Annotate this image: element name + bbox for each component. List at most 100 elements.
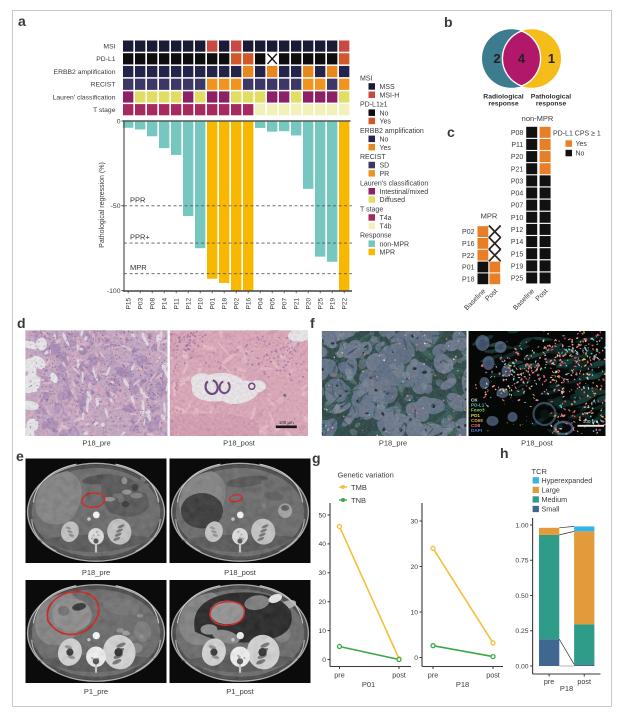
svg-text:0: 0 [414,655,418,662]
svg-text:PD-L1: PD-L1 [96,56,115,63]
svg-text:P16: P16 [462,241,475,248]
svg-text:b: b [444,14,453,30]
svg-text:P18_post: P18_post [521,439,554,448]
svg-text:0.75: 0.75 [515,558,528,565]
svg-text:MPR: MPR [380,250,396,257]
svg-text:P19: P19 [330,297,337,309]
svg-text:100 μm: 100 μm [279,420,294,425]
svg-text:non-MPR: non-MPR [380,241,410,248]
svg-text:Intestinal/mixed: Intestinal/mixed [380,189,429,196]
svg-text:post: post [486,671,500,680]
svg-text:MSI-H: MSI-H [380,92,400,99]
svg-text:Large: Large [542,485,560,494]
svg-text:T4a: T4a [380,215,392,222]
svg-text:P19: P19 [511,263,524,270]
svg-text:P18: P18 [222,297,229,309]
svg-text:-100: -100 [107,288,121,295]
svg-text:P18: P18 [456,680,469,689]
svg-text:P08: P08 [511,130,524,137]
svg-text:g: g [312,450,321,466]
svg-text:P02: P02 [234,297,241,309]
svg-text:Genetic variation: Genetic variation [338,471,394,480]
svg-text:0.25: 0.25 [515,628,528,635]
svg-text:Yes: Yes [576,141,588,148]
svg-text:SD: SD [380,163,390,170]
svg-text:P08: P08 [150,297,157,309]
svg-text:Hyperexpanded: Hyperexpanded [542,476,593,485]
svg-text:f: f [310,315,315,331]
svg-text:P18: P18 [560,684,573,693]
svg-text:P14: P14 [162,297,169,309]
svg-text:Lauren's classification: Lauren's classification [360,180,428,187]
svg-text:h: h [500,445,509,461]
svg-text:P03: P03 [511,179,524,186]
svg-text:T4b: T4b [380,223,392,230]
svg-text:P10: P10 [511,215,524,222]
svg-text:P01: P01 [362,680,375,689]
svg-text:pre: pre [428,671,438,680]
svg-text:No: No [576,151,585,158]
svg-text:P10: P10 [198,297,205,309]
svg-text:RECIST: RECIST [360,154,386,161]
svg-text:P14: P14 [511,239,524,246]
svg-text:PPR: PPR [130,195,146,204]
svg-text:Yes: Yes [380,119,392,126]
svg-text:P1_post: P1_post [226,687,254,696]
svg-text:P20: P20 [511,154,524,161]
svg-text:0.00: 0.00 [515,663,528,670]
svg-text:Pathological regression (%): Pathological regression (%) [99,162,106,248]
svg-text:pre: pre [544,677,554,686]
svg-text:20: 20 [410,564,418,571]
svg-text:P15: P15 [511,251,524,258]
svg-text:P18_pre: P18_pre [82,568,110,577]
svg-text:P02: P02 [462,229,475,236]
svg-text:CK: CK [471,398,478,403]
svg-text:10: 10 [410,609,418,616]
svg-text:MSS: MSS [380,84,396,91]
svg-text:50: 50 [318,512,326,519]
svg-text:1.00: 1.00 [515,522,528,529]
svg-text:P05: P05 [270,297,277,309]
svg-text:post: post [577,677,591,686]
svg-text:Baseline: Baseline [512,288,536,312]
svg-text:RECIST: RECIST [91,82,116,89]
svg-text:P18: P18 [462,276,475,283]
svg-text:30: 30 [318,570,326,577]
svg-text:Pathological: Pathological [531,94,572,101]
svg-text:P04: P04 [258,297,265,309]
svg-text:P25: P25 [511,276,524,283]
svg-text:P04: P04 [511,191,524,198]
svg-text:No: No [380,110,389,117]
svg-text:CD68: CD68 [471,418,483,423]
svg-text:No: No [380,137,389,144]
svg-text:Post: Post [484,288,499,303]
svg-text:P18_post: P18_post [224,568,257,577]
svg-text:a: a [18,13,26,29]
svg-text:PR: PR [380,171,390,178]
svg-text:2: 2 [493,51,500,66]
svg-text:P01: P01 [462,265,475,272]
svg-text:P15: P15 [126,297,133,309]
svg-text:MPR: MPR [130,263,147,272]
svg-text:40: 40 [318,541,326,548]
svg-text:MSI: MSI [103,43,115,50]
svg-text:P25: P25 [318,297,325,309]
svg-text:100 μm: 100 μm [583,419,599,424]
svg-text:Baseline: Baseline [463,288,487,312]
svg-text:PD-L1≥1: PD-L1≥1 [360,102,388,109]
svg-text:30: 30 [410,518,418,525]
svg-text:0: 0 [322,657,326,664]
svg-text:0: 0 [117,118,121,125]
svg-text:P18_pre: P18_pre [82,439,110,448]
svg-text:0.50: 0.50 [515,593,528,600]
svg-text:P12: P12 [186,297,193,309]
svg-text:ERBB2 amplification: ERBB2 amplification [54,69,116,76]
svg-text:-50: -50 [111,203,121,210]
svg-text:ERBB2 amplification: ERBB2 amplification [360,128,424,135]
svg-text:P22: P22 [462,253,475,260]
svg-text:CD8: CD8 [471,423,481,428]
svg-text:Lauren' classification: Lauren' classification [53,94,116,101]
svg-text:P11: P11 [174,298,181,310]
svg-text:DAPI: DAPI [471,428,482,433]
svg-text:PD-L1: PD-L1 [471,403,485,408]
